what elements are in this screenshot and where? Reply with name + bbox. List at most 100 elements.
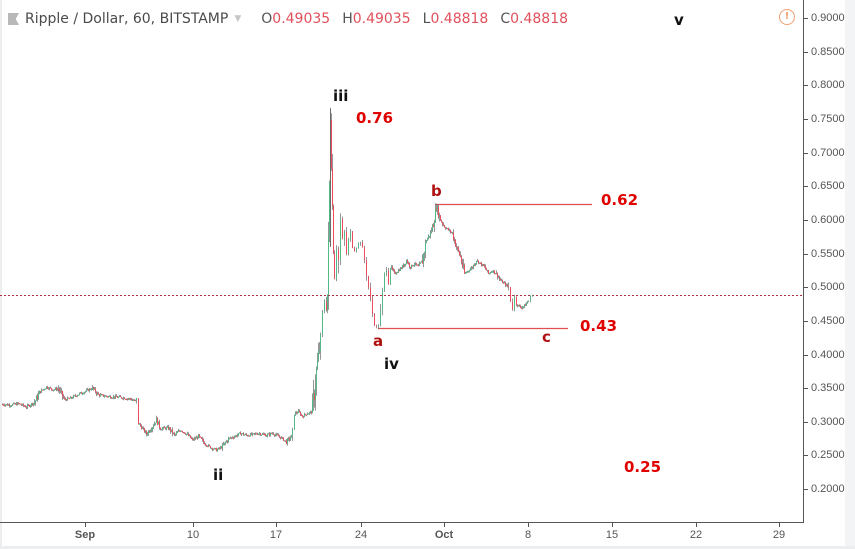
candle-body bbox=[119, 396, 120, 398]
candle-body bbox=[384, 272, 385, 291]
candle-body bbox=[305, 413, 306, 415]
candle-body bbox=[173, 432, 174, 434]
annotation-wave-b[interactable]: b bbox=[431, 182, 442, 200]
candle-body bbox=[425, 242, 426, 253]
ohlc-high-key: H bbox=[342, 11, 353, 27]
candle-body bbox=[260, 433, 261, 436]
candle-body bbox=[489, 272, 490, 274]
candle-body bbox=[289, 438, 290, 440]
candle-body bbox=[117, 396, 118, 398]
y-axis-label: 0.45000 bbox=[811, 314, 851, 327]
candle-body bbox=[30, 405, 31, 407]
candle-body bbox=[263, 433, 264, 435]
candle-body bbox=[125, 399, 126, 401]
warning-icon[interactable]: ! bbox=[779, 9, 795, 25]
candle-body bbox=[329, 182, 330, 235]
candle-body bbox=[59, 389, 60, 392]
candle-body bbox=[498, 277, 499, 279]
candle-body bbox=[470, 268, 471, 271]
annotation-level-025[interactable]: 0.25 bbox=[624, 458, 662, 476]
symbol-legend[interactable]: Ripple / Dollar, 60, BITSTAMP ▼ O0.49035… bbox=[8, 9, 568, 29]
annotation-level-062[interactable]: 0.62 bbox=[601, 191, 639, 209]
chevron-down-icon[interactable]: ▼ bbox=[234, 14, 242, 24]
candle-body bbox=[38, 394, 39, 400]
candle-body bbox=[32, 403, 33, 405]
candle-body bbox=[232, 437, 233, 439]
candle-body bbox=[400, 267, 401, 271]
candle-body bbox=[403, 265, 404, 267]
candle-body bbox=[71, 397, 72, 399]
candle-body bbox=[435, 208, 436, 223]
candle-body bbox=[124, 397, 125, 400]
candle-body bbox=[210, 445, 211, 449]
candle-body bbox=[446, 228, 447, 230]
candle-body bbox=[499, 277, 500, 279]
candle-body bbox=[266, 435, 267, 437]
candle-body bbox=[233, 437, 234, 439]
annotation-wave-ii[interactable]: ii bbox=[213, 466, 224, 484]
candle-body bbox=[291, 434, 292, 438]
annotation-level-076[interactable]: 0.76 bbox=[356, 109, 394, 127]
candle-body bbox=[196, 437, 197, 439]
candle-body bbox=[427, 238, 428, 241]
candle-body bbox=[504, 282, 505, 284]
candle-body bbox=[320, 334, 321, 351]
candle-body bbox=[521, 307, 522, 309]
candle-body bbox=[503, 282, 504, 284]
candle-body bbox=[92, 386, 93, 390]
candle-body bbox=[477, 260, 478, 262]
candle-body bbox=[497, 272, 498, 278]
candle-body bbox=[8, 404, 9, 406]
candle-body bbox=[421, 260, 422, 263]
annotation-wave-c[interactable]: c bbox=[542, 328, 551, 346]
candle-body bbox=[142, 427, 143, 429]
candle-body bbox=[42, 389, 43, 391]
candle-body bbox=[194, 438, 195, 440]
candle-body bbox=[302, 415, 303, 417]
candle-body bbox=[171, 429, 172, 432]
candle-body bbox=[152, 427, 153, 430]
annotation-wave-v[interactable]: v bbox=[674, 11, 684, 29]
annotation-level-043[interactable]: 0.43 bbox=[580, 317, 618, 335]
candle-body bbox=[146, 431, 147, 435]
candle-body bbox=[411, 264, 412, 269]
candle-body bbox=[96, 392, 97, 395]
candle-body bbox=[79, 393, 80, 395]
candle-body bbox=[459, 251, 460, 255]
annotation-wave-a[interactable]: a bbox=[373, 332, 384, 350]
candle-body bbox=[485, 266, 486, 269]
flag-icon[interactable] bbox=[8, 13, 19, 25]
candle-body bbox=[238, 433, 239, 436]
candle-body bbox=[175, 434, 176, 436]
annotation-wave-iv[interactable]: iv bbox=[384, 355, 399, 373]
candle-body bbox=[368, 276, 369, 288]
candle-body bbox=[374, 314, 375, 326]
candle-body bbox=[406, 260, 407, 264]
candle-body bbox=[145, 431, 146, 433]
annotation-wave-iii[interactable]: iii bbox=[333, 87, 349, 105]
candle-body bbox=[148, 431, 149, 435]
candle-body bbox=[354, 247, 355, 252]
candle-body bbox=[267, 434, 268, 436]
candle-body bbox=[151, 429, 152, 431]
candle-body bbox=[438, 206, 439, 218]
candle-body bbox=[164, 427, 165, 429]
candle-body bbox=[187, 433, 188, 435]
candle-body bbox=[10, 405, 11, 407]
candle-body bbox=[352, 231, 353, 248]
candle-body bbox=[3, 404, 4, 406]
candle-body bbox=[222, 444, 223, 449]
candle-body bbox=[46, 386, 47, 389]
candle-body bbox=[80, 392, 81, 394]
candle-body bbox=[331, 119, 332, 169]
candle-body bbox=[297, 412, 298, 414]
candle-body bbox=[399, 270, 400, 272]
candle-body bbox=[212, 448, 213, 450]
candle-body bbox=[301, 415, 302, 417]
candle-body bbox=[467, 271, 468, 273]
candle-body bbox=[2, 404, 3, 406]
candle-body bbox=[528, 300, 529, 303]
candle-body bbox=[313, 393, 314, 401]
